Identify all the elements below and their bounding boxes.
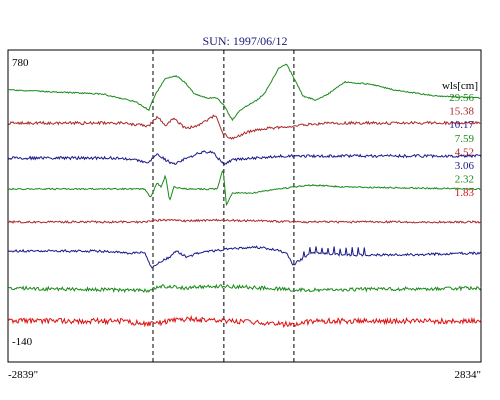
y-top-label: 780 xyxy=(12,57,29,69)
x-left-label: -2839" xyxy=(8,369,38,381)
legend-entry-1: 29.56 xyxy=(449,92,474,104)
legend-entry-5: 4.52 xyxy=(455,146,474,158)
series-line-7 xyxy=(7,283,482,294)
marker-lines xyxy=(152,50,295,362)
legend-entry-7: 2.32 xyxy=(455,174,474,186)
chart-title: SUN: 1997/06/12 xyxy=(202,34,287,48)
legend-entry-4: 7.59 xyxy=(455,133,475,145)
series-lines xyxy=(7,63,482,328)
series-line-6 xyxy=(7,245,482,269)
series-line-5 xyxy=(7,218,482,224)
legend-title: wls[cm] xyxy=(442,80,478,92)
legend-entry-3: 10.17 xyxy=(449,119,474,131)
series-line-3 xyxy=(7,150,482,166)
x-right-label: 2834" xyxy=(455,369,482,381)
legend-entry-2: 15.38 xyxy=(449,106,474,118)
y-bottom-label: -140 xyxy=(12,336,33,348)
plot-frame xyxy=(7,49,482,363)
series-line-2 xyxy=(7,114,482,140)
legend-entry-8: 1.83 xyxy=(455,187,475,199)
series-line-4 xyxy=(7,170,481,207)
series-line-8 xyxy=(7,314,482,328)
series-line-1 xyxy=(7,63,482,122)
legend-entry-6: 3.06 xyxy=(455,160,475,172)
